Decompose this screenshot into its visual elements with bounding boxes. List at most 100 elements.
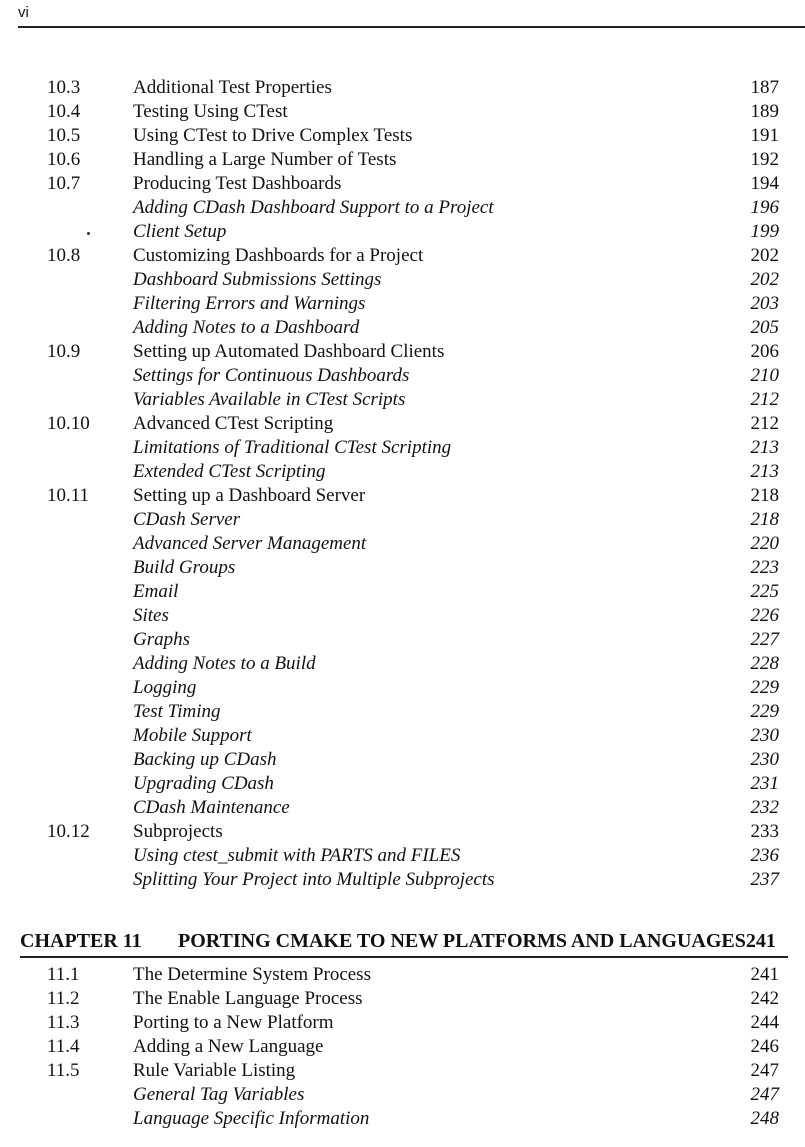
entry-title: Backing up CDash <box>133 749 277 770</box>
toc-entry[interactable]: Graphs 227 <box>0 628 805 652</box>
entry-page: 223 <box>750 557 780 578</box>
entry-page: 244 <box>750 1012 780 1033</box>
entry-page: 210 <box>750 365 780 386</box>
toc-entry[interactable]: Backing up CDash 230 <box>0 748 805 772</box>
toc-entry[interactable]: 11.2 The Enable Language Process 242 <box>0 987 805 1011</box>
toc-entry[interactable]: 10.5 Using CTest to Drive Complex Tests 19… <box>0 124 805 148</box>
entry-title: Customizing Dashboards for a Project <box>133 245 424 266</box>
toc-entry[interactable]: Mobile Support 230 <box>0 724 805 748</box>
toc-entry[interactable]: Build Groups 223 <box>0 556 805 580</box>
entry-title: Adding Notes to a Dashboard <box>133 317 360 338</box>
toc-entry[interactable]: Adding Notes to a Build 228 <box>0 652 805 676</box>
toc-entry[interactable]: 10.7 Producing Test Dashboards 194 <box>0 172 805 196</box>
toc-entry[interactable]: Limitations of Traditional CTest Scripti… <box>0 436 805 460</box>
toc-entry[interactable]: 10.3 Additional Test Properties 187 <box>0 76 805 100</box>
entry-title: Using ctest_submit with PARTS and FILES <box>133 845 461 866</box>
entry-number: 10.12 <box>47 821 90 842</box>
toc-entry[interactable]: Sites 226 <box>0 604 805 628</box>
toc-entry[interactable]: Using ctest_submit with PARTS and FILES 2… <box>0 844 805 868</box>
entry-page: 248 <box>750 1108 780 1129</box>
entry-page: 218 <box>750 485 780 506</box>
toc-entry[interactable]: 10.9 Setting up Automated Dashboard Clien… <box>0 340 805 364</box>
entry-page: 213 <box>750 437 780 458</box>
toc-entry[interactable]: Email 225 <box>0 580 805 604</box>
entry-page: 229 <box>750 701 780 722</box>
entry-title: Setting up Automated Dashboard Clients <box>133 341 445 362</box>
entry-page: 203 <box>750 293 780 314</box>
entry-page: 228 <box>750 653 780 674</box>
toc-entry[interactable]: Test Timing 229 <box>0 700 805 724</box>
entry-number: 10.11 <box>47 485 90 506</box>
entry-page: 247 <box>750 1060 780 1081</box>
toc-entry[interactable]: Dashboard Submissions Settings 202 <box>0 268 805 292</box>
entry-page: 220 <box>750 533 780 554</box>
toc-entry[interactable]: 10.4 Testing Using CTest 189 <box>0 100 805 124</box>
toc-entry[interactable]: General Tag Variables 247 <box>0 1083 805 1107</box>
toc-entry[interactable]: CDash Server 218 <box>0 508 805 532</box>
entry-number: 11.1 <box>47 964 80 985</box>
entry-page: 246 <box>750 1036 780 1057</box>
entry-page: 226 <box>750 605 780 626</box>
entry-number: 11.2 <box>47 988 80 1009</box>
toc-entry[interactable]: Filtering Errors and Warnings 203 <box>0 292 805 316</box>
entry-title: Extended CTest Scripting <box>133 461 326 482</box>
toc-entry[interactable]: Adding CDash Dashboard Support to a Proj… <box>0 196 805 220</box>
toc-entry[interactable]: 11.5 Rule Variable Listing 247 <box>0 1059 805 1083</box>
toc-entry[interactable]: 10.10 Advanced CTest Scripting 212 <box>0 412 805 436</box>
entry-page: 218 <box>750 509 780 530</box>
page-number-header: vi <box>18 4 29 21</box>
chapter-label: CHAPTER 11 <box>20 930 142 952</box>
entry-title: Setting up a Dashboard Server <box>133 485 366 506</box>
entry-title: Sites <box>133 605 169 626</box>
entry-title: Build Groups <box>133 557 236 578</box>
entry-page: 194 <box>750 173 780 194</box>
entry-title: Adding a New Language <box>133 1036 324 1057</box>
toc-entry[interactable]: Settings for Continuous Dashboards 210 <box>0 364 805 388</box>
toc-entry[interactable]: 11.4 Adding a New Language 246 <box>0 1035 805 1059</box>
entry-page: 242 <box>750 988 780 1009</box>
toc-entry[interactable]: Extended CTest Scripting 213 <box>0 460 805 484</box>
toc-entry[interactable]: 10.8 Customizing Dashboards for a Project… <box>0 244 805 268</box>
entry-page: 229 <box>750 677 780 698</box>
toc-entry[interactable]: CDash Maintenance 232 <box>0 796 805 820</box>
toc-entry[interactable]: 10.11 Setting up a Dashboard Server 218 <box>0 484 805 508</box>
entry-title: Subprojects <box>133 821 223 842</box>
toc-entry[interactable]: Advanced Server Management 220 <box>0 532 805 556</box>
entry-page: 241 <box>750 964 780 985</box>
toc-entry[interactable]: 10.6 Handling a Large Number of Tests 192 <box>0 148 805 172</box>
entry-title: The Determine System Process <box>133 964 371 985</box>
toc-entry[interactable]: Splitting Your Project into Multiple Sub… <box>0 868 805 892</box>
entry-title: Producing Test Dashboards <box>133 173 342 194</box>
toc-entry[interactable]: 10.12 Subprojects 233 <box>0 820 805 844</box>
toc-entry[interactable]: Client Setup 199 <box>0 220 805 244</box>
entry-page: 225 <box>750 581 780 602</box>
toc-entry[interactable]: Upgrading CDash 231 <box>0 772 805 796</box>
toc-entry[interactable]: Logging 229 <box>0 676 805 700</box>
entry-page: 191 <box>750 125 780 146</box>
entry-page: 187 <box>750 77 780 98</box>
entry-title: Graphs <box>133 629 191 650</box>
entry-title: Advanced Server Management <box>133 533 367 554</box>
entry-title: Test Timing <box>133 701 221 722</box>
entry-title: Handling a Large Number of Tests <box>133 149 397 170</box>
entry-title: General Tag Variables <box>133 1084 305 1105</box>
entry-number: 10.3 <box>47 77 81 98</box>
toc-entry[interactable]: Adding Notes to a Dashboard 205 <box>0 316 805 340</box>
toc-entry[interactable]: Variables Available in CTest Scripts 212 <box>0 388 805 412</box>
entry-title: Additional Test Properties <box>133 77 332 98</box>
entry-title: Client Setup <box>133 221 227 242</box>
entry-title: Mobile Support <box>133 725 252 746</box>
toc-entry[interactable]: 11.1 The Determine System Process 241 <box>0 963 805 987</box>
entry-title: Adding Notes to a Build <box>133 653 316 674</box>
entry-page: 230 <box>750 725 780 746</box>
toc-entry[interactable]: 11.3 Porting to a New Platform 244 <box>0 1011 805 1035</box>
entry-page: 213 <box>750 461 780 482</box>
entry-page: 196 <box>750 197 780 218</box>
entry-page: 233 <box>750 821 780 842</box>
toc-entry[interactable]: Language Specific Information 248 <box>0 1107 805 1131</box>
entry-page: 205 <box>750 317 780 338</box>
entry-number: 11.4 <box>47 1036 80 1057</box>
entry-number: 10.6 <box>47 149 81 170</box>
entry-number: 11.5 <box>47 1060 80 1081</box>
entry-title: Rule Variable Listing <box>133 1060 296 1081</box>
